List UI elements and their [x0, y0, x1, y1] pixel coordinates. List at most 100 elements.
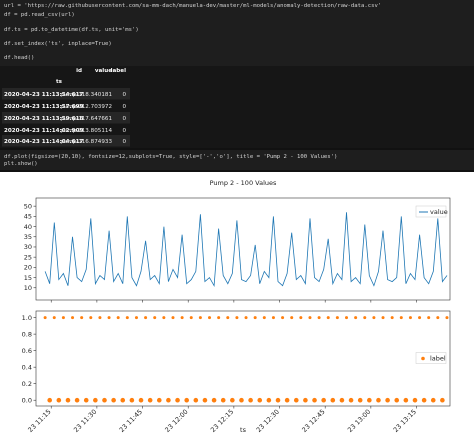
y-tick-label: 15 [24, 274, 32, 282]
code-line: url = 'https://raw.githubusercontent.com… [4, 3, 381, 9]
scatter-point [56, 397, 62, 403]
scatter-point [47, 397, 52, 403]
scatter-point [436, 316, 440, 320]
scatter-point [354, 316, 358, 320]
code-line: df.ts = pd.to_datetime(df.ts, unit='ms') [4, 27, 139, 33]
code-cell[interactable] [0, 0, 474, 66]
scatter-point [394, 397, 400, 403]
row-index: 2020-04-23 11:13:54.617 [4, 92, 83, 98]
scatter-point [189, 316, 193, 320]
scatter-point [367, 397, 372, 403]
scatter-point [357, 397, 363, 403]
scatter-point [293, 397, 299, 403]
column-header: label [111, 68, 126, 74]
scatter-point [134, 316, 138, 320]
scatter-point [335, 316, 339, 320]
table-cell: 12.703972 [82, 104, 112, 110]
scatter-point [427, 316, 431, 320]
scatter-point [111, 397, 116, 403]
scatter-point [71, 316, 75, 320]
table-cell: 0 [122, 139, 126, 145]
figure-bg [0, 172, 474, 435]
scatter-point [266, 397, 272, 403]
scatter-point [198, 316, 202, 320]
index-header: ts [56, 79, 63, 85]
scatter-point [65, 397, 71, 403]
scatter-point [317, 316, 321, 320]
code-line: df.head() [4, 55, 34, 61]
scatter-point [244, 316, 248, 320]
legend-label: label [430, 355, 446, 363]
y-tick-label: 20 [24, 264, 32, 272]
scatter-point [257, 397, 263, 403]
line-series [44, 212, 448, 288]
table-cell: pump-2 [60, 128, 82, 134]
y-tick-label: 10 [24, 284, 32, 292]
scatter-point [61, 316, 65, 320]
scatter-point [445, 316, 449, 320]
scatter-point [83, 397, 89, 403]
scatter-point [147, 397, 153, 403]
y-tick-label: 45 [24, 213, 32, 221]
scatter-point [408, 316, 412, 320]
table-cell: pump-1 [60, 116, 82, 122]
scatter-point [381, 316, 385, 320]
scatter-point [211, 397, 217, 403]
scatter-point [281, 316, 285, 320]
scatter-point [372, 316, 376, 320]
scatter-point [120, 397, 126, 403]
scatter-point [162, 316, 166, 320]
code-cell[interactable] [0, 150, 474, 170]
axes-frame [35, 310, 451, 407]
table-cell: 18.340181 [82, 92, 113, 98]
scatter-point [156, 397, 162, 403]
scatter-point [129, 397, 135, 403]
scatter-point [226, 316, 230, 320]
table-cell: pump-1 [60, 92, 82, 98]
scatter-point [271, 316, 275, 320]
scatter-point [202, 397, 208, 403]
scatter-point [403, 397, 409, 403]
y-tick-label: 25 [24, 253, 32, 261]
scatter-point [52, 316, 56, 320]
table-row [2, 100, 130, 112]
code-line: plt.show() [4, 161, 38, 167]
table-cell: pump-1 [60, 139, 82, 145]
scatter-point [166, 397, 171, 403]
scatter-point [239, 397, 244, 403]
scatter-point [248, 397, 253, 403]
scatter-point [208, 316, 212, 320]
row-index: 2020-04-23 11:13:57.699 [4, 104, 83, 110]
scatter-point [144, 316, 148, 320]
y-tick-label: 1.0 [22, 314, 32, 322]
scatter-point [102, 397, 107, 403]
axes-frame [35, 197, 451, 301]
scatter-point [171, 316, 175, 320]
row-index: 2020-04-23 11:13:59.618 [4, 116, 83, 122]
scatter-point [299, 316, 303, 320]
scatter-point [312, 397, 317, 403]
table-row [2, 135, 130, 147]
x-axis-label: ts [240, 426, 247, 434]
scatter-point [138, 397, 144, 403]
legend-box [415, 352, 447, 364]
y-tick-label: 35 [24, 233, 32, 241]
scatter-point [98, 316, 102, 320]
scatter-point [418, 316, 422, 320]
table-row [2, 88, 130, 100]
scatter-point [220, 397, 226, 403]
scatter-point [308, 316, 312, 320]
scatter-point [399, 316, 403, 320]
column-header: value [95, 68, 112, 74]
scatter-point [43, 316, 47, 320]
table-cell: 0 [122, 116, 126, 122]
scatter-point [125, 316, 129, 320]
table-cell: 13.805114 [82, 128, 113, 134]
table-row [2, 112, 130, 124]
legend-label: value [430, 208, 448, 216]
scatter-point [412, 397, 418, 403]
scatter-point [385, 397, 390, 403]
scatter-point [253, 316, 257, 320]
scatter-point [89, 316, 93, 320]
